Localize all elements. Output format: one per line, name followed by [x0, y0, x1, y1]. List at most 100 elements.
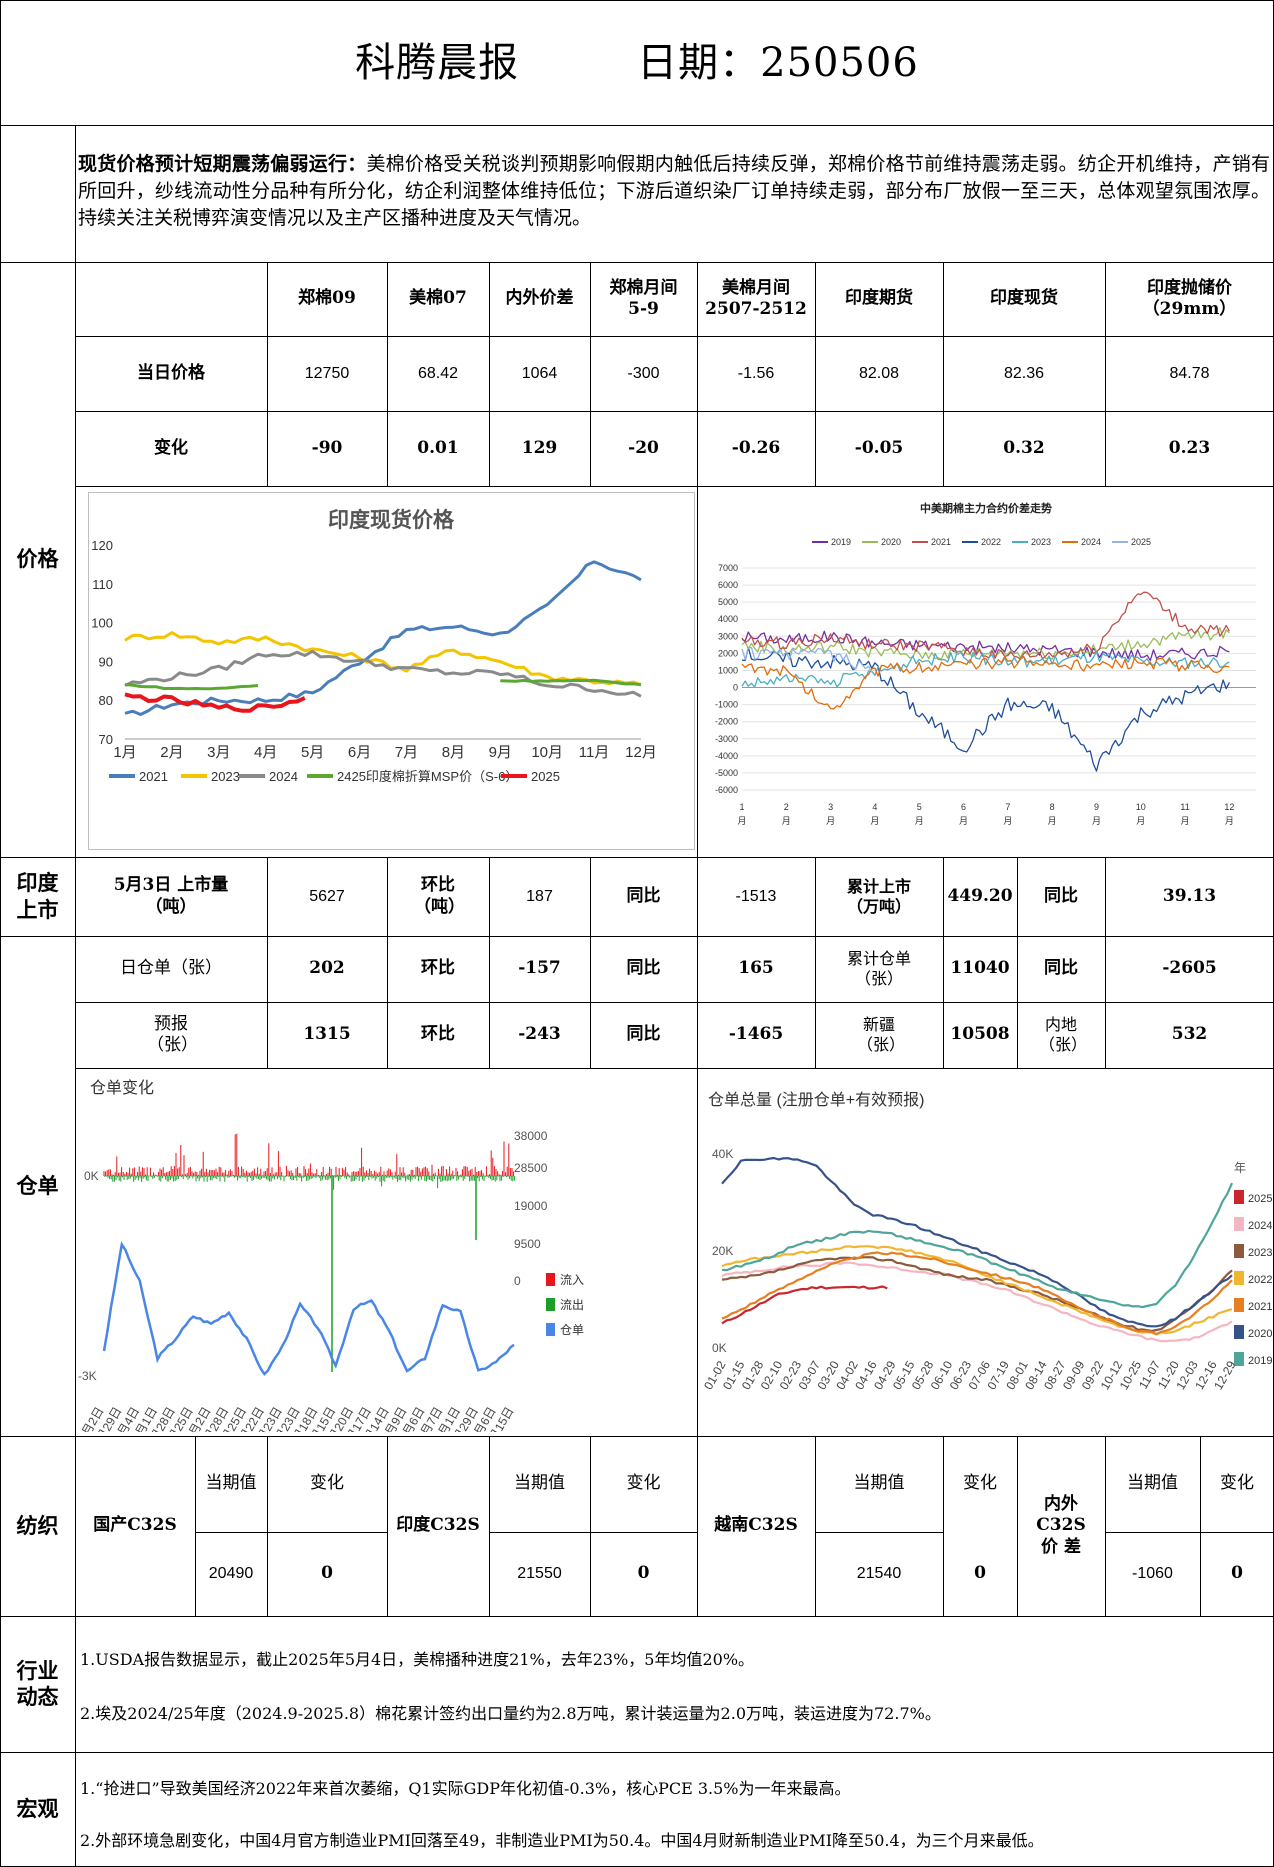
- section-industry: 行业动态: [16, 1657, 59, 1709]
- forecast: 1315: [303, 1024, 351, 1045]
- y-tick-label: 5000: [718, 597, 738, 607]
- series-line-2025: [124, 692, 306, 713]
- x-tick-label: 3月: [207, 744, 230, 761]
- legend-label: 2025: [1248, 1193, 1272, 1205]
- y-tick-label-left: -3K: [78, 1369, 97, 1383]
- warehouse-total-line: [102, 1241, 515, 1377]
- price-value: -1.56: [737, 364, 775, 382]
- row-label-price: 当日价格: [137, 362, 205, 383]
- row-label-change: 变化: [154, 437, 188, 458]
- change-value: -90: [311, 437, 343, 458]
- series-line-2019: [721, 1182, 1234, 1309]
- legend-label: 2025: [531, 769, 560, 784]
- price-value: -300: [627, 364, 660, 382]
- section-textile: 纺织: [16, 1512, 59, 1538]
- india-spot-price-chart: 印度现货价格 70 80 90 100 110 120 1月 2月 3月 4月 5月 6月 7月 8月 9月 1…: [91, 508, 657, 784]
- change-value: 0.01: [417, 437, 459, 458]
- series-line-2020: [721, 1156, 1233, 1328]
- daily-qoq-label: 环比: [421, 958, 455, 979]
- series-line-2021: [124, 560, 642, 716]
- section-price: 价格: [16, 546, 59, 572]
- header-zce-month-spread: 郑棉月间5-9: [609, 277, 678, 319]
- price-value: 82.08: [858, 364, 900, 382]
- x-tick-label: 10月: [531, 744, 563, 761]
- spread-chg-label: 变化: [1220, 1473, 1254, 1494]
- legend-swatch: [1234, 1352, 1244, 1366]
- x-tick-label: 11月: [579, 744, 610, 761]
- legend-label: 2021: [931, 537, 951, 547]
- warehouse-change-chart: 仓单变化0K-3K38000285001900095000流入流出仓单2019年…: [56, 1079, 584, 1489]
- series-line-2024: [124, 649, 642, 698]
- price-value: 12750: [304, 364, 350, 382]
- legend-title: 年: [1234, 1161, 1246, 1175]
- legend-label: 2024: [1081, 537, 1101, 547]
- report-date: 日期：250506: [637, 39, 919, 86]
- y-tick-label: 120: [91, 538, 113, 553]
- india-spot-chart-panel: 印度现货价格 70 80 90 100 110 120 1月 2月 3月 4月 5月 6月 7月 8月 9月 1…: [88, 492, 695, 850]
- series-line-2023: [721, 1256, 1233, 1333]
- y-tick-label: -1000: [715, 700, 738, 710]
- section-warehouse: 仓单: [16, 1172, 59, 1198]
- domestic-c32s-change: 0: [321, 1563, 333, 1584]
- legend-label: 2024: [1248, 1220, 1272, 1232]
- y-tick-label: -2000: [715, 717, 738, 727]
- legend-label: 2019: [831, 537, 851, 547]
- price-value: 82.36: [1003, 364, 1045, 382]
- y-tick-label: 110: [92, 577, 113, 592]
- market-summary: 现货价格预计短期震荡偏弱运行：美棉价格受关税谈判预期影响假期内触低后持续反弹，郑…: [78, 151, 1270, 232]
- x-tick-label: 4月: [254, 744, 277, 761]
- legend-swatch: [1234, 1244, 1244, 1258]
- xinjiang-label: 新疆 （张）: [857, 1015, 906, 1054]
- legend-label: 2425印度棉折算MSP价（S-6）: [337, 769, 518, 784]
- report-name: 科腾晨报: [355, 39, 520, 86]
- y-tick-label: -5000: [715, 768, 738, 778]
- change-value: -20: [628, 437, 659, 458]
- cn-us-spread-chart: 中美期棉主力合约价差走势 2019 2020 2021 2022 2023 2024 2025…: [715, 501, 1256, 826]
- cum-yoy-label: 同比: [1044, 958, 1078, 979]
- india-c32s-change: 0: [637, 1563, 650, 1584]
- x-tick-label: 1月: [113, 744, 136, 761]
- y-tick-label: 80: [99, 693, 113, 708]
- legend-label: 2021: [1248, 1301, 1272, 1313]
- change-value: 0.32: [1003, 437, 1045, 458]
- chart-title: 仓单总量 (注册仓单+有效预报): [708, 1091, 924, 1109]
- warehouse-total-chart: 仓单总量 (注册仓单+有效预报) 0K 20K 40K 年 2025 2024 2023 202…: [701, 1091, 1272, 1392]
- header-ice-month-spread: 美棉月间2507-2512: [705, 277, 807, 319]
- x-tick-label: 9月: [489, 744, 512, 761]
- domestic-c32s: 20490: [208, 1565, 254, 1582]
- inland: 532: [1171, 1024, 1208, 1045]
- y-tick-label: 100: [91, 616, 113, 631]
- vietnam-c32s-change: 0: [974, 1563, 986, 1584]
- y-tick-label: 6000: [718, 580, 738, 590]
- y-tick-label: 7000: [718, 563, 738, 573]
- india-market-cum-label: 累计上市 （万吨）: [846, 876, 911, 916]
- header-india-reserve: 印度抛储价（29mm）: [1142, 277, 1237, 319]
- india-market-cum-yoy: 39.13: [1162, 885, 1217, 906]
- y-tick-label: 20K: [712, 1244, 733, 1258]
- forecast-qoq-label: 环比: [421, 1024, 455, 1045]
- legend-swatch: [1234, 1190, 1244, 1204]
- legend-label: 流入: [560, 1273, 584, 1287]
- industry-news-2: 2.埃及2024/25年度（2024.9-2025.8）棉花累计签约出口量约为2…: [80, 1704, 941, 1723]
- change-value: 129: [521, 437, 558, 458]
- daily-qoq: -157: [518, 958, 561, 979]
- india-cur-label: 当期值: [514, 1473, 565, 1494]
- series-line-2021: [721, 1251, 1233, 1336]
- series-line-2425印度棉折算MSP价（S-6）: [124, 678, 642, 691]
- forecast-qoq: -243: [518, 1024, 561, 1045]
- y-tick-label-right: 28500: [514, 1161, 548, 1175]
- spread-c32s-change: 0: [1231, 1563, 1243, 1584]
- summary-body: 美棉价格受关税谈判预期影响假期内触低后持续反弹，郑棉价格节前维持震荡走弱。纺企开…: [78, 153, 1270, 229]
- price-value: 68.42: [417, 364, 459, 382]
- section-india-market: 印度上市: [16, 870, 59, 922]
- x-tick-label: 7月: [395, 744, 418, 761]
- y-tick-label-left: 0K: [84, 1169, 99, 1183]
- chart-title: 中美期棉主力合约价差走势: [920, 501, 1052, 515]
